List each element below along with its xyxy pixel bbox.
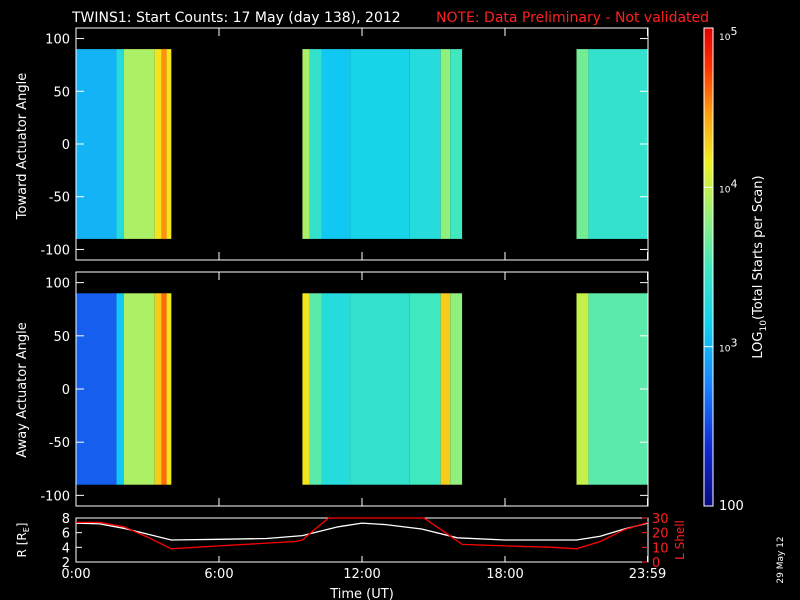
colorbar-ticks: 105 104 103 100 <box>704 25 744 514</box>
colorbar-tick-label: 104 <box>719 177 737 195</box>
toward-x-ticks <box>75 28 649 260</box>
colorbar-label: LOG10(Total Starts per Scan) <box>751 175 769 358</box>
r-ytick-label: 8 <box>62 512 70 527</box>
away-ytick-label: -50 <box>49 436 70 451</box>
cb-label-main: LOG <box>751 332 766 359</box>
toward-cell <box>409 49 441 239</box>
x-tick-label: 23:59 <box>629 567 666 582</box>
r-label-main: R [R <box>15 532 29 557</box>
toward-ytick-label: 50 <box>53 85 70 100</box>
r-label-end: ] <box>15 523 29 528</box>
colorbar: 105 104 103 100 LOG10(Total Starts per Scan… <box>703 25 769 514</box>
toward-cell <box>166 49 172 239</box>
colorbar-gradient <box>704 28 713 506</box>
toward-ytick-label: 100 <box>45 33 70 48</box>
away-cell <box>576 293 589 485</box>
toward-y-ticks: 100 50 0 -50 -100 <box>40 33 648 258</box>
away-cell <box>154 293 162 485</box>
away-heatmap <box>76 293 648 485</box>
x-tick-label: 6:00 <box>204 567 233 582</box>
lshell-ytick-label: 0 <box>652 556 660 571</box>
colorbar-tick-label: 103 <box>719 337 737 355</box>
toward-cell <box>450 49 463 239</box>
toward-cell <box>302 49 310 239</box>
cb-label-rest: (Total Starts per Scan) <box>751 175 766 320</box>
away-cell <box>409 293 441 485</box>
away-ytick-label: 100 <box>45 277 70 292</box>
r-series-line <box>75 522 649 541</box>
lshell-axis-label: L Shell <box>673 520 687 560</box>
chart-title: TWINS1: Start Counts: 17 May (day 138), … <box>71 10 401 26</box>
toward-cell <box>350 49 410 239</box>
toward-cell <box>588 49 648 239</box>
toward-cell <box>161 49 167 239</box>
toward-panel: 100 50 0 -50 -100 Toward Actuator Angle <box>15 27 649 261</box>
away-cell <box>166 293 172 485</box>
x-axis-label: Time (UT) <box>329 587 394 600</box>
preliminary-note: NOTE: Data Preliminary - Not validated <box>436 10 709 26</box>
away-cell <box>116 293 124 485</box>
toward-ytick-label: -100 <box>40 243 70 258</box>
toward-cell <box>321 49 351 239</box>
away-cell <box>302 293 310 485</box>
toward-cell <box>123 49 155 239</box>
colorbar-tick-label: 100 <box>719 499 744 514</box>
toward-cell <box>116 49 124 239</box>
lshell-series-line <box>76 517 649 550</box>
lshell-ytick-label: 10 <box>652 541 669 556</box>
r-ytick-label: 6 <box>62 527 70 542</box>
away-cell <box>123 293 155 485</box>
x-tick-label: 18:00 <box>486 567 523 582</box>
lshell-ytick-label: 20 <box>652 527 669 542</box>
x-tick-label: 12:00 <box>343 567 380 582</box>
away-ylabel: Away Actuator Angle <box>15 322 30 457</box>
away-ytick-label: 50 <box>53 330 70 345</box>
away-cell <box>440 293 451 485</box>
toward-cell <box>440 49 451 239</box>
away-x-ticks <box>75 272 649 506</box>
lshell-ytick-label: 30 <box>652 512 669 527</box>
toward-cell <box>309 49 322 239</box>
orbit-lines <box>75 517 649 550</box>
away-cell <box>321 293 351 485</box>
toward-heatmap <box>76 49 648 239</box>
r-ytick-label: 2 <box>62 556 70 571</box>
x-tick-label: 0:00 <box>61 567 90 582</box>
toward-cell <box>154 49 162 239</box>
r-label-sub: E <box>22 527 31 532</box>
toward-cell <box>576 49 589 239</box>
r-axis-label: R [RE] <box>15 523 31 558</box>
toward-ytick-label: 0 <box>62 138 70 153</box>
colorbar-tick-label: 105 <box>719 25 737 43</box>
away-cell <box>588 293 648 485</box>
away-cell <box>350 293 410 485</box>
toward-ytick-label: -50 <box>49 191 70 206</box>
away-cell <box>450 293 463 485</box>
date-stamp: 29 May 12 <box>776 536 786 583</box>
away-cell <box>309 293 322 485</box>
away-ytick-label: -100 <box>40 489 70 504</box>
away-ytick-label: 0 <box>62 383 70 398</box>
away-y-ticks: 100 50 0 -50 -100 <box>40 277 648 504</box>
toward-ylabel: Toward Actuator Angle <box>15 73 30 220</box>
away-panel: 100 50 0 -50 -100 Away Actuator Angle <box>15 271 649 507</box>
cb-label-sub: 10 <box>759 320 769 332</box>
away-cell <box>161 293 167 485</box>
r-ytick-label: 4 <box>62 541 70 556</box>
